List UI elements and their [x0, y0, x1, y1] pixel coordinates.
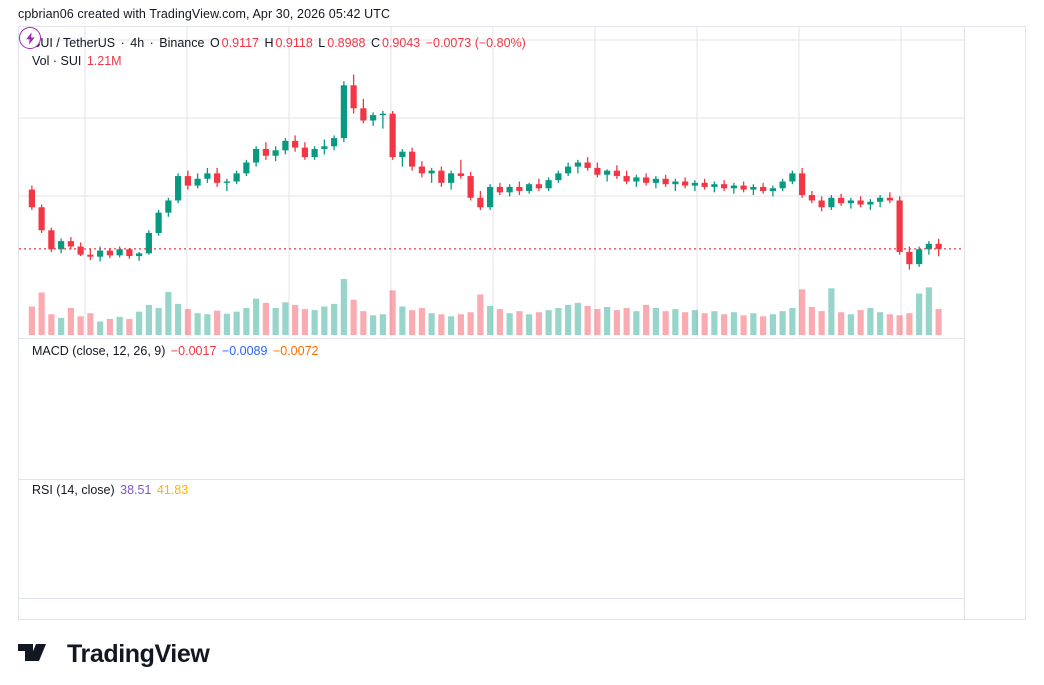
time-axis[interactable]: [19, 598, 966, 619]
tradingview-wordmark: TradingView: [67, 640, 210, 668]
macd-chart: [19, 339, 966, 478]
rsi-chart: [19, 480, 966, 597]
attribution-text: cpbrian06 created with TradingView.com, …: [18, 7, 391, 21]
rsi-pane[interactable]: RSI (14, close) 38.51 41.83: [19, 479, 966, 597]
macd-pane[interactable]: MACD (close, 12, 26, 9) −0.0017 −0.0089 …: [19, 338, 966, 478]
tradingview-logo-icon: [18, 640, 58, 669]
lightning-bolt-icon[interactable]: [19, 27, 41, 49]
candlestick-chart: [19, 27, 966, 337]
tradingview-footer: TradingView: [18, 640, 210, 669]
price-axis[interactable]: [964, 27, 1025, 619]
